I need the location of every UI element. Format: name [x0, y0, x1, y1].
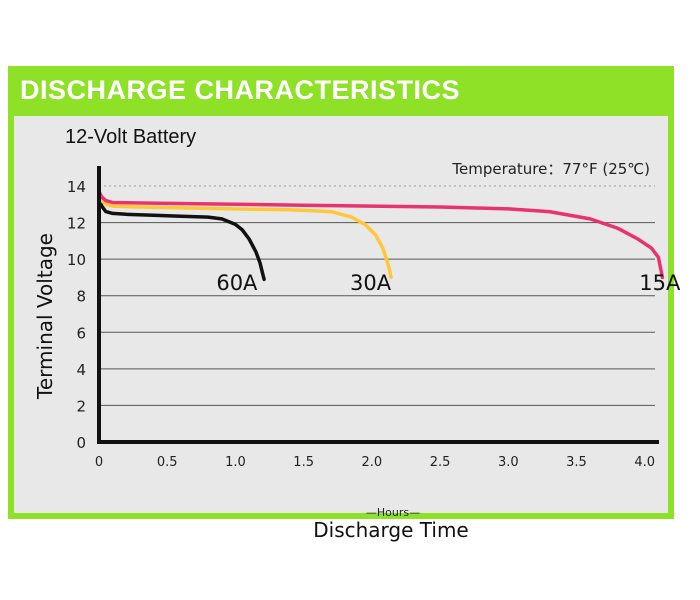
series-labels: 60A 30A 15A	[216, 271, 681, 295]
series-label-15A: 15A	[639, 271, 681, 295]
series-line-15A	[97, 189, 665, 280]
x-tick-label: 2.0	[362, 455, 383, 470]
x-tick-label: 1.0	[225, 455, 246, 470]
y-tick-label: 4	[76, 361, 86, 379]
y-tick-label: 0	[76, 434, 86, 452]
y-tick-label: 2	[76, 397, 86, 415]
title-banner: DISCHARGE CHARACTERISTICS	[8, 66, 674, 116]
axes	[97, 166, 659, 444]
y-tick-label: 6	[76, 324, 86, 342]
series-label-30A: 30A	[350, 271, 392, 295]
chart-title: 12-Volt Battery	[65, 126, 196, 148]
x-tick-label: 0.5	[157, 455, 178, 470]
x-tick-label: 1.5	[293, 455, 314, 470]
x-axis-unit: —Hours—	[366, 506, 420, 519]
x-tick-label: 4.0	[634, 455, 655, 470]
y-tick-label: 14	[67, 178, 86, 196]
x-tick-label: 3.0	[498, 455, 519, 470]
banner-title: DISCHARGE CHARACTERISTICS	[20, 75, 461, 105]
series-label-60A: 60A	[216, 271, 258, 295]
tick-labels: 0 2 4 6 8 10 12 14 0 0.5 1.0 1.5 2.0 2.5 3.0 3.5 4.0	[67, 178, 655, 470]
y-axis-label: Terminal Voltage	[33, 233, 57, 400]
x-axis-label: Discharge Time	[313, 518, 468, 542]
series-line-60A	[97, 193, 266, 282]
y-tick-label: 12	[67, 215, 86, 233]
x-tick-label: 3.5	[566, 455, 587, 470]
y-tick-label: 8	[76, 288, 86, 306]
temperature-annotation: Temperature：77°F (25℃)	[451, 160, 650, 178]
grid-lines	[99, 185, 655, 406]
series-lines	[97, 189, 665, 282]
x-tick-label: 2.5	[430, 455, 451, 470]
y-tick-label: 10	[67, 251, 86, 269]
x-tick-label: 0	[95, 455, 103, 470]
series-line-30A	[97, 191, 393, 280]
